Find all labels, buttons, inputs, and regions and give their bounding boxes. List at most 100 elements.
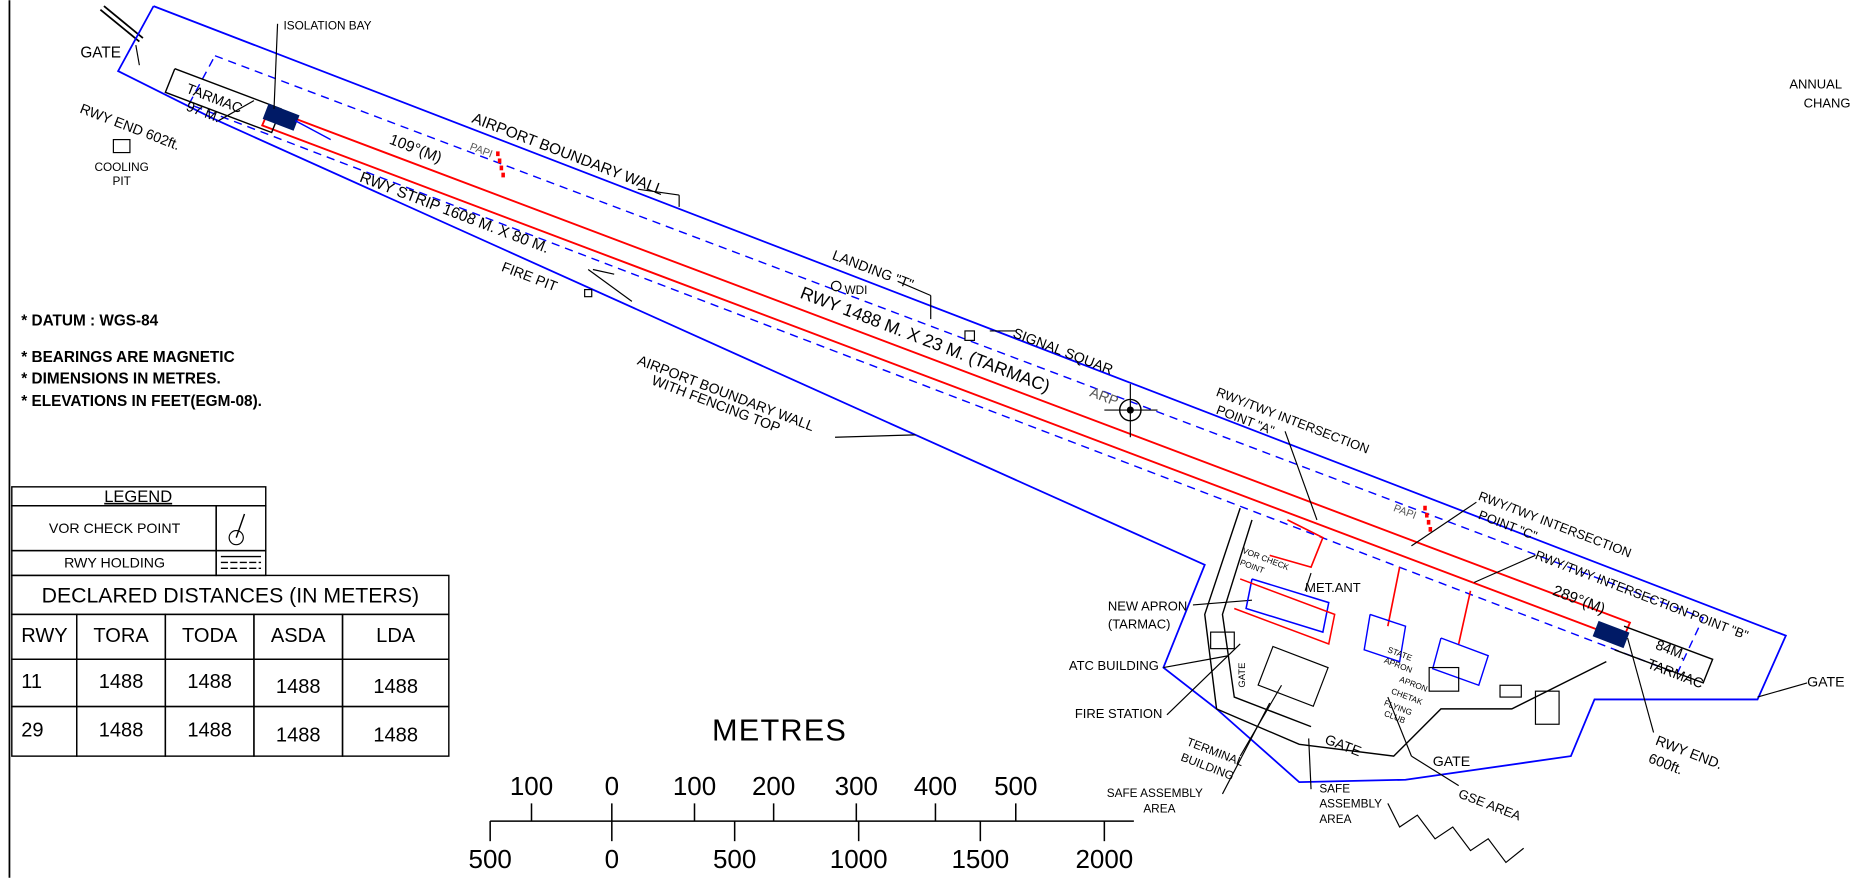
terminal-building: [1257, 645, 1329, 708]
map-label: ISOLATION BAY: [283, 18, 371, 32]
leader-line: [1627, 637, 1655, 733]
scale-label: 0: [605, 844, 619, 874]
wdi-symbol: [830, 280, 842, 292]
leader-line: [1411, 755, 1459, 787]
scale-label: 500: [469, 844, 512, 874]
leader-line: [135, 44, 140, 66]
note: * DIMENSIONS IN METRES.: [21, 370, 221, 387]
column-header: ASDA: [271, 625, 326, 647]
apron: [1363, 613, 1407, 663]
leader-line: [1473, 554, 1536, 584]
leader-line: [1163, 655, 1229, 669]
map-label: SAFE ASSEMBLY: [1107, 786, 1203, 800]
taxiway: [1269, 519, 1324, 569]
map-label: WDI: [845, 283, 868, 297]
map-label: MET.ANT: [1305, 580, 1361, 595]
leader-line: [587, 269, 633, 302]
table-value: 1488: [276, 676, 321, 698]
papi-light: [497, 158, 502, 164]
leader-line: [218, 100, 255, 122]
map-label: TARMAC: [1645, 656, 1706, 692]
scale-label: 300: [835, 771, 878, 801]
tarmac-block: [1614, 625, 1714, 684]
papi-light: [1428, 526, 1433, 532]
taxiway: [1387, 566, 1401, 627]
boundary-wall: [116, 5, 1788, 784]
taxiway: [1457, 590, 1472, 645]
isolation-bay: [262, 103, 300, 131]
map-label: COOLING: [94, 160, 148, 174]
scale-label: 1000: [830, 844, 888, 874]
map-label: 109°(M): [387, 131, 444, 166]
map-label: AREA: [1143, 801, 1175, 815]
building: [1499, 684, 1522, 698]
scale-title: METRES: [712, 713, 847, 748]
map-label: FIRE STATION: [1075, 706, 1163, 721]
map-label: AREA: [1319, 812, 1351, 826]
table-value: 1488: [99, 720, 144, 742]
map-label: GATE: [1237, 663, 1248, 688]
leader-line: [1284, 431, 1318, 521]
tarmac-block: [164, 68, 283, 134]
leader-line: [1411, 501, 1477, 547]
map-label: NEW APRON: [1108, 599, 1187, 614]
scale-label: 0: [605, 771, 619, 801]
road: [1221, 519, 1312, 728]
scale-label: 400: [914, 771, 957, 801]
table-value: 1488: [276, 724, 321, 746]
map-label: RWY STRIP 1608 M. X 80 M.: [357, 169, 551, 257]
table-value: 1488: [187, 671, 232, 693]
drain: [1387, 803, 1525, 864]
leader-line: [1192, 599, 1253, 606]
map-label: FIRE PIT: [499, 259, 559, 295]
map-label: LANDING "T": [830, 248, 916, 294]
apron: [1234, 578, 1336, 645]
map-label: PAPI: [1392, 502, 1418, 522]
table-value: 1488: [99, 671, 144, 693]
scale-label: 100: [673, 771, 716, 801]
isolation-bay: [1592, 620, 1630, 649]
papi-light: [1423, 505, 1427, 511]
table-cell: [341, 705, 450, 757]
leader-line: [1308, 738, 1312, 790]
cooling-pit: [112, 138, 131, 154]
map-label: ARP: [1087, 385, 1120, 410]
map-label: AIRPORT BOUNDARY WALL: [635, 353, 816, 435]
atc-building: [1210, 631, 1235, 650]
vor-symbol: [228, 529, 244, 546]
column-header: LDA: [376, 625, 416, 647]
table-value: 1488: [373, 676, 418, 698]
column-header: RWY: [21, 625, 67, 647]
table-value: 1488: [187, 720, 232, 742]
table-value: 29: [21, 720, 43, 742]
leader-line: [1221, 702, 1271, 795]
legend-item: RWY HOLDING: [64, 555, 165, 571]
papi-light: [496, 151, 500, 157]
map-label: SAFE: [1319, 781, 1350, 795]
leader-line: [273, 23, 279, 109]
building: [1428, 666, 1460, 692]
note: * ELEVATIONS IN FEET(EGM-08).: [21, 393, 262, 410]
map-label: GATE: [80, 44, 121, 61]
map-label: GSE AREA: [1456, 786, 1523, 824]
map-label: GATE: [1807, 675, 1845, 691]
map-label: PAPI: [468, 141, 494, 161]
map-label: GATE: [1433, 754, 1471, 770]
leader-line: [835, 434, 916, 438]
map-label: ATC BUILDING: [1069, 658, 1159, 673]
legend-item: VOR CHECK POINT: [49, 521, 181, 537]
papi-light: [501, 172, 505, 178]
building: [1534, 690, 1560, 725]
scale-label: 500: [713, 844, 756, 874]
access-road: [99, 8, 140, 43]
map-label: 289°(M): [1550, 582, 1607, 617]
corner-note: ANNUAL: [1789, 77, 1842, 92]
scale-label: 200: [752, 771, 795, 801]
fire-pit: [584, 288, 593, 298]
table-cell: [215, 505, 267, 552]
apron: [1431, 637, 1490, 687]
apron: [1245, 578, 1330, 634]
